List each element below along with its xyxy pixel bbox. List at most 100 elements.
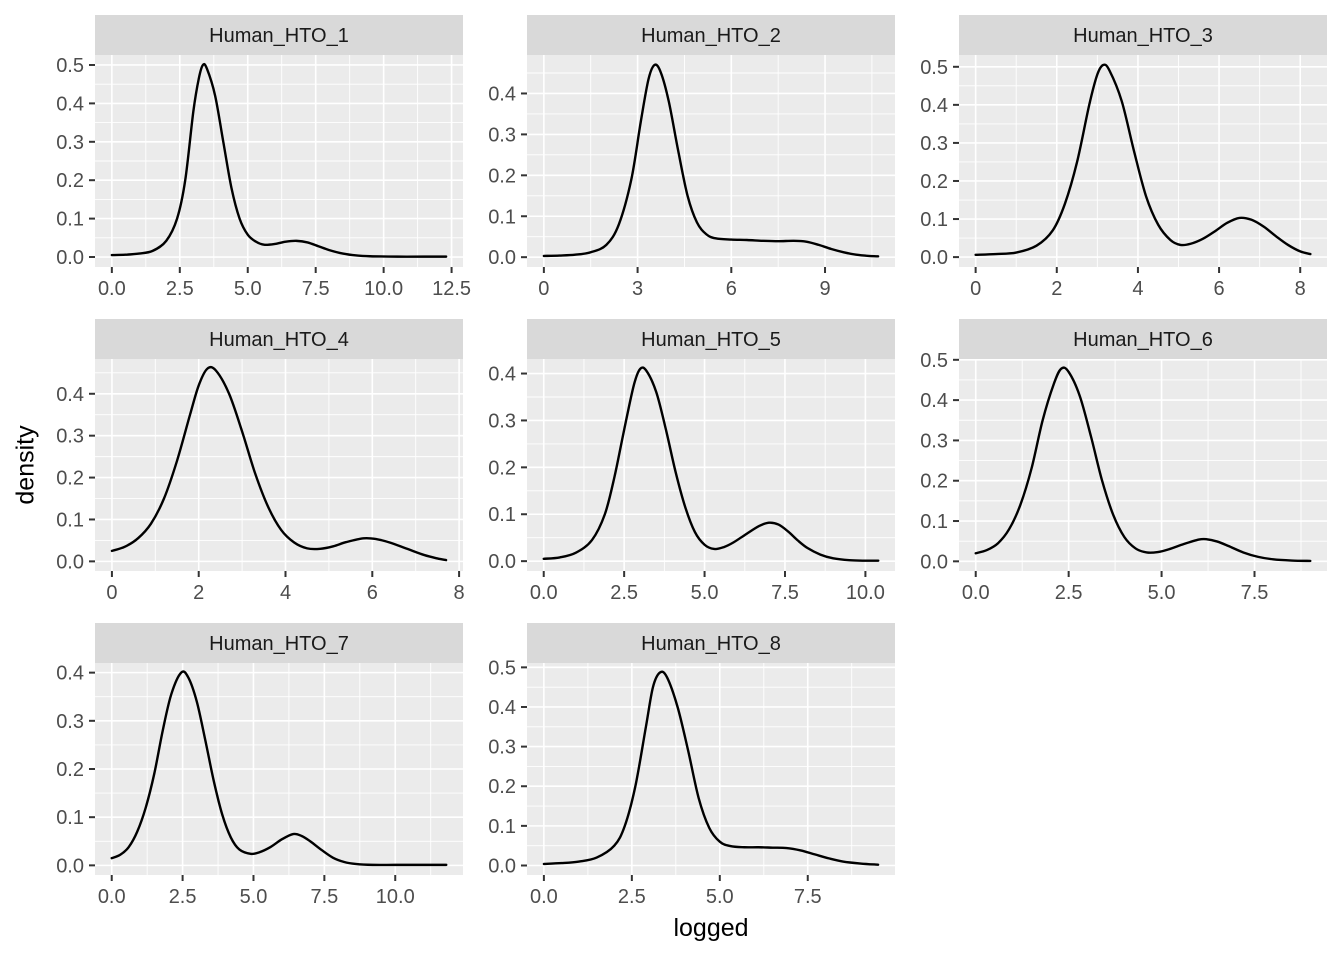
x-axis-tick-label: 6 [726, 278, 737, 300]
density-curve [542, 63, 880, 258]
y-axis-tick-label: 0.4 [920, 95, 948, 117]
y-axis-tick-label: 0.5 [56, 55, 84, 77]
y-axis-tick-label: 0.4 [920, 390, 948, 412]
x-axis-tick-label: 0 [106, 582, 117, 604]
facet-Human_HTO_4: Human_HTO_4 0.0 0.1 0.2 0.3 0.4 0 2 4 6 8 [56, 319, 465, 604]
y-axis-tick-label: 0.0 [488, 855, 516, 877]
density-curve [110, 365, 448, 562]
y-axis-tick-label: 0.0 [488, 551, 516, 573]
x-axis-tick-label: 7.5 [771, 582, 799, 604]
y-axis-tick-label: 0.3 [488, 124, 516, 146]
density-curve [542, 366, 880, 562]
facet-title: Human_HTO_5 [641, 329, 781, 351]
facet-title: Human_HTO_1 [209, 25, 349, 47]
y-axis-tick-label: 0.3 [920, 430, 948, 452]
x-axis-tick-label: 0.0 [530, 886, 558, 908]
facet-title: Human_HTO_4 [209, 329, 349, 351]
x-axis-tick-label: 7.5 [302, 278, 330, 300]
x-axis-tick-label: 2.5 [166, 278, 194, 300]
y-axis-tick-label: 0.4 [56, 384, 84, 406]
x-axis-tick-label: 2 [1051, 278, 1062, 300]
x-axis-tick-label: 5.0 [234, 278, 262, 300]
x-axis-tick-label: 10.0 [846, 582, 885, 604]
panel-background [959, 359, 1327, 571]
x-axis-tick-label: 2 [193, 582, 204, 604]
x-axis-tick-label: 10.0 [364, 278, 403, 300]
panel-background [527, 55, 895, 267]
x-axis-tick-label: 3 [632, 278, 643, 300]
facet-strip [527, 15, 895, 55]
facet-Human_HTO_7: Human_HTO_7 0.0 0.1 0.2 0.3 0.4 0.0 2.5 5.0 7.5 10… [56, 623, 463, 908]
x-axis-title: logged [673, 914, 749, 942]
x-axis-tick-label: 0 [970, 278, 981, 300]
y-axis-tick-label: 0.4 [488, 364, 516, 386]
y-axis-tick-label: 0.3 [920, 133, 948, 155]
x-axis-tick-label: 2.5 [169, 886, 197, 908]
x-axis-tick-label: 2.5 [618, 886, 646, 908]
y-axis-tick-label: 0.1 [56, 807, 84, 829]
facet-title: Human_HTO_7 [209, 633, 349, 655]
x-axis-tick-label: 4 [280, 582, 291, 604]
facet-strip [527, 319, 895, 359]
x-axis-tick-label: 0 [538, 278, 549, 300]
y-axis-tick-label: 0.2 [56, 170, 84, 192]
x-axis-tick-label: 2.5 [1055, 582, 1083, 604]
y-axis-tick-label: 0.5 [920, 57, 948, 79]
y-axis-tick-label: 0.3 [56, 711, 84, 733]
x-axis-tick-label: 4 [1132, 278, 1143, 300]
y-axis-tick-label: 0.2 [920, 471, 948, 493]
density-curve [110, 670, 448, 867]
y-axis-tick-label: 0.1 [920, 209, 948, 231]
x-axis-tick-label: 7.5 [794, 886, 822, 908]
x-axis-tick-label: 10.0 [376, 886, 415, 908]
y-axis-tick-label: 0.0 [920, 551, 948, 573]
y-axis-tick-label: 0.1 [488, 504, 516, 526]
x-axis-tick-label: 2.5 [610, 582, 638, 604]
facet-title: Human_HTO_2 [641, 25, 781, 47]
facet-strip [95, 15, 463, 55]
y-axis-tick-label: 0.2 [56, 468, 84, 490]
panel-background [527, 359, 895, 571]
density-curve [542, 670, 880, 866]
facet-title: Human_HTO_8 [641, 633, 781, 655]
x-axis-tick-label: 7.5 [310, 886, 338, 908]
y-axis-tick-label: 0.1 [488, 206, 516, 228]
x-axis-tick-label: 5.0 [240, 886, 268, 908]
x-axis-tick-label: 0.0 [962, 582, 990, 604]
y-axis-tick-label: 0.1 [488, 816, 516, 838]
x-axis-tick-label: 5.0 [1148, 582, 1176, 604]
x-axis-tick-label: 8 [1295, 278, 1306, 300]
y-axis-tick-label: 0.4 [56, 663, 84, 685]
y-axis-tick-label: 0.1 [56, 209, 84, 231]
panel-background [959, 55, 1327, 267]
x-axis-tick-label: 12.5 [432, 278, 471, 300]
facet-strip [959, 15, 1327, 55]
y-axis-tick-label: 0.3 [56, 426, 84, 448]
y-axis-tick-label: 0.3 [488, 410, 516, 432]
facet-strip [95, 623, 463, 663]
x-axis-tick-label: 9 [819, 278, 830, 300]
facet-Human_HTO_5: Human_HTO_5 0.0 0.1 0.2 0.3 0.4 0.0 2.5 5.0 7.5 10… [488, 319, 895, 604]
panel-background [527, 663, 895, 875]
y-axis-tick-label: 0.2 [488, 457, 516, 479]
y-axis-tick-label: 0.0 [56, 855, 84, 877]
x-axis-tick-label: 0.0 [530, 582, 558, 604]
y-axis-tick-label: 0.4 [488, 697, 516, 719]
y-axis-title: density [11, 425, 40, 505]
y-axis-tick-label: 0.2 [920, 171, 948, 193]
facet-Human_HTO_8: Human_HTO_8 0.0 0.1 0.2 0.3 0.4 0.5 0.0 2.5 5.0 7.… [488, 623, 895, 908]
panel-background [95, 359, 463, 571]
facet-title: Human_HTO_3 [1073, 25, 1213, 47]
y-axis-tick-label: 0.2 [56, 759, 84, 781]
y-axis-tick-label: 0.1 [920, 511, 948, 533]
facet-Human_HTO_6: Human_HTO_6 0.0 0.1 0.2 0.3 0.4 0.5 0.0 2.5 5.0 7.… [920, 319, 1327, 604]
density-curve [110, 62, 448, 258]
facet-Human_HTO_2: Human_HTO_2 0.0 0.1 0.2 0.3 0.4 0 3 6 9 [488, 15, 895, 300]
x-axis-tick-label: 0.0 [98, 278, 126, 300]
y-axis-tick-label: 0.0 [56, 247, 84, 269]
x-axis-tick-label: 8 [454, 582, 465, 604]
y-axis-tick-label: 0.3 [56, 132, 84, 154]
y-axis-tick-label: 0.4 [488, 83, 516, 105]
y-axis-tick-label: 0.0 [488, 247, 516, 269]
